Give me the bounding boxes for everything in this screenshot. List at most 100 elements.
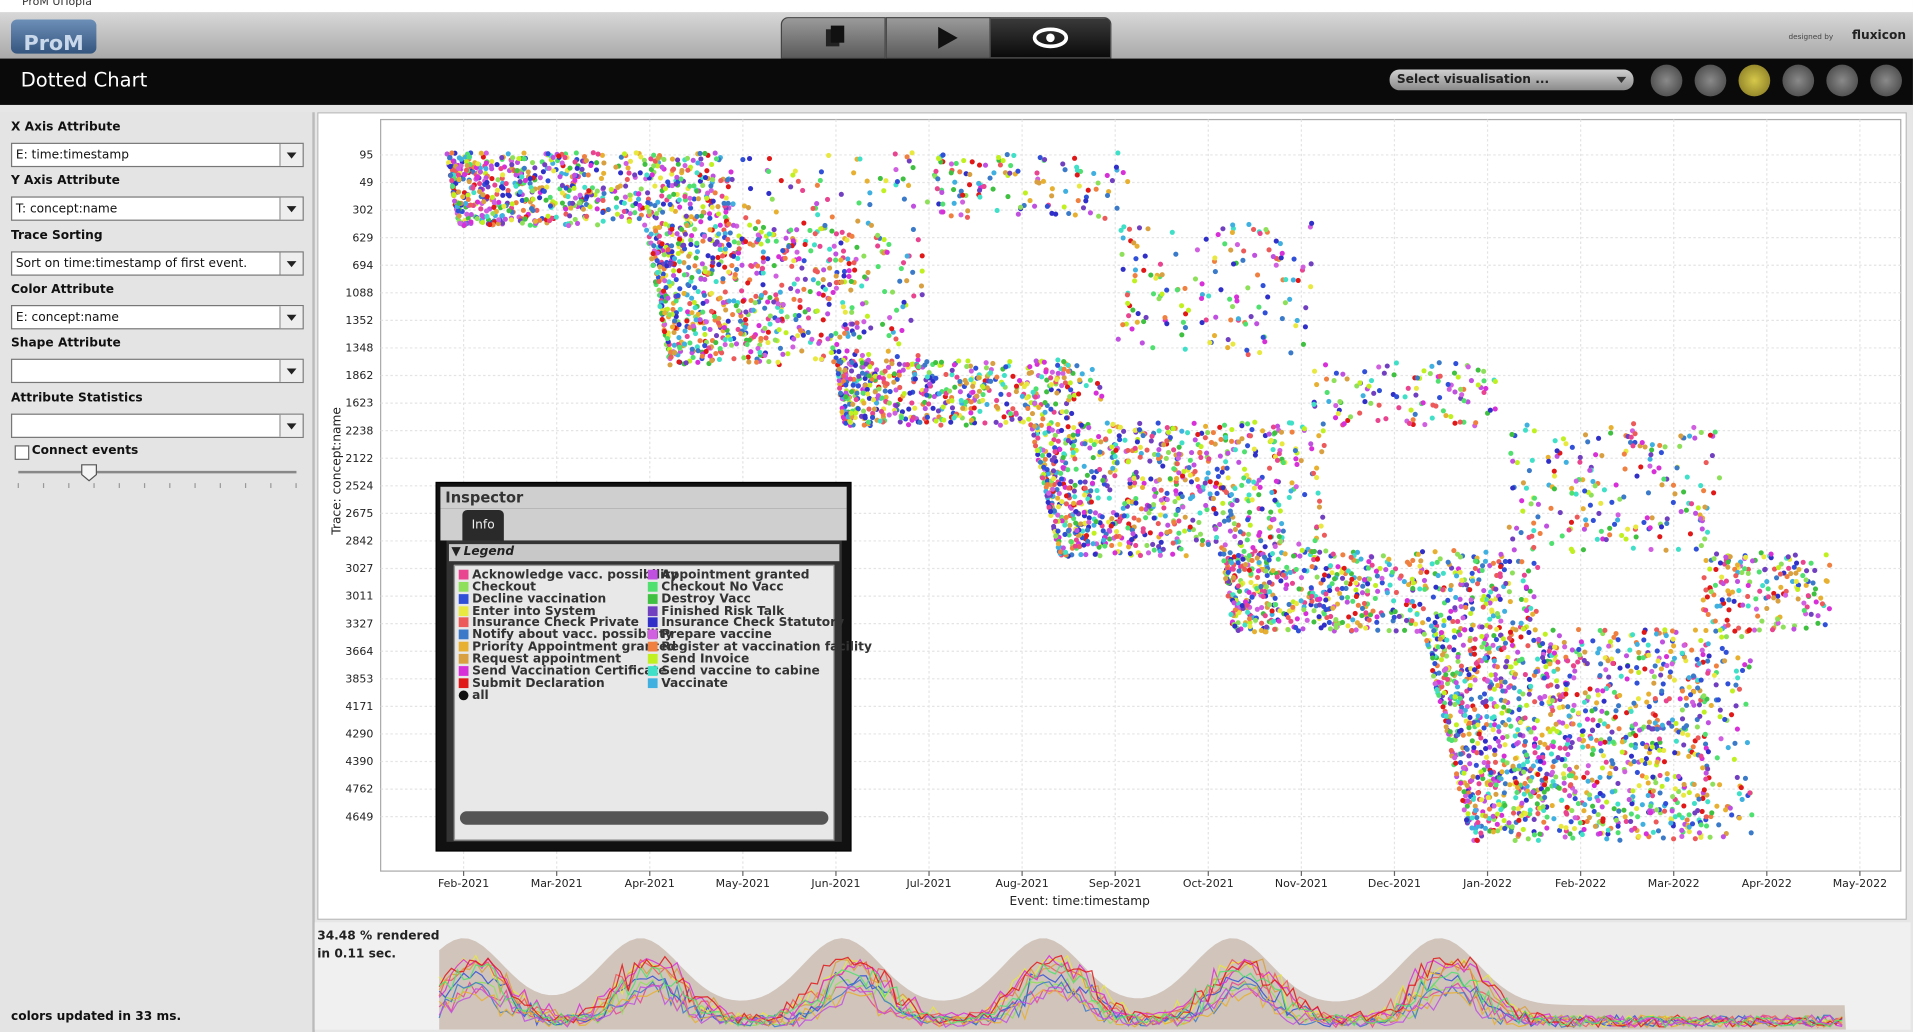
event-dot [1298,457,1304,464]
event-dot [693,317,699,323]
event-dot [1236,610,1242,616]
event-dot [1384,363,1390,369]
event-dot [1010,406,1016,412]
event-dot [847,418,853,424]
event-dot [1785,554,1791,560]
event-dot [600,185,606,191]
event-dot [1198,454,1204,460]
event-dot [719,350,725,356]
event-dot [668,354,674,360]
event-dot [1375,588,1381,594]
views-tab[interactable] [989,17,1112,59]
event-dot [1615,648,1621,654]
workspace-tab[interactable] [780,17,886,59]
event-dot [1148,438,1154,444]
event-dot [794,227,800,233]
event-dot [801,258,807,264]
play-button[interactable] [1782,64,1815,97]
event-dot [500,185,506,191]
event-dot [831,359,837,365]
event-dot [727,230,733,236]
event-dot [1107,536,1113,542]
event-dot [839,229,845,235]
event-dot [556,153,562,159]
color-button[interactable] [1694,64,1727,97]
export-button[interactable] [1826,64,1859,97]
reset-button[interactable] [1650,64,1683,97]
dropdown[interactable]: E: time:timestamp [10,142,304,168]
event-dot [1497,573,1503,580]
event-dot [1507,558,1513,565]
event-dot [1096,213,1102,219]
event-dot [678,176,684,182]
event-dot [632,210,638,216]
event-dot [688,205,694,211]
dropdown[interactable] [10,358,304,384]
logo[interactable]: ProM [10,19,97,56]
event-dot [817,177,823,183]
event-dot [874,367,880,373]
event-dot [1165,449,1172,456]
event-dot [1106,495,1112,501]
event-dot [886,412,892,418]
dropdown-arrow[interactable] [279,360,303,383]
event-dot [1266,247,1272,253]
dropdown[interactable]: E: concept:name [10,304,304,330]
event-dot [698,276,704,282]
dropdown-arrow[interactable] [279,252,303,275]
layout-button[interactable] [1870,64,1902,97]
event-dot [447,155,453,161]
event-dot [1455,658,1461,664]
event-dot [1467,587,1473,593]
y-tick-label: 4390 [345,755,373,768]
event-dot [618,154,624,160]
favorite-button[interactable] [1738,64,1771,97]
event-dot [1120,169,1126,176]
event-dot [1245,478,1251,484]
event-dot [1276,533,1282,540]
event-dot [682,162,688,169]
actions-tab[interactable] [885,17,991,59]
slider[interactable] [15,464,300,493]
event-dot [1271,516,1277,522]
event-dot [1647,456,1653,462]
event-dot [455,208,461,214]
event-dot [1695,505,1701,511]
event-dot [1285,627,1291,633]
dropdown-arrow[interactable] [279,198,303,220]
event-dot [750,307,756,313]
event-dot [825,336,831,342]
event-dot [1727,554,1733,560]
event-dot [1563,686,1569,692]
event-dot [1343,585,1349,591]
event-dot [742,316,749,323]
dropdown[interactable]: Sort on time:timestamp of first event. [10,250,304,276]
event-dot [1420,400,1426,406]
dropdown[interactable] [10,412,304,438]
event-dot [1044,467,1050,473]
event-dot [1034,447,1040,453]
dropdown-arrow[interactable] [279,143,303,166]
event-dot [1421,577,1428,584]
event-dot [1375,627,1381,633]
event-dot [664,335,671,342]
event-dot [758,241,764,247]
dropdown-arrow[interactable] [279,306,303,329]
event-dot [1028,369,1035,376]
dropdown[interactable]: T: concept:name [10,196,304,222]
checkbox[interactable] [14,445,30,460]
event-dot [1379,580,1385,586]
event-dot [1144,542,1150,549]
event-dot [532,218,539,224]
event-dot [1498,618,1504,624]
event-dot [1672,491,1678,497]
event-dot [1182,346,1188,352]
event-dot [655,274,661,280]
event-dot [1300,341,1307,347]
event-dot [720,299,726,306]
event-dot [1120,266,1126,272]
event-dot [1692,627,1698,633]
event-dot [990,186,996,192]
dropdown-arrow[interactable] [279,414,303,437]
visualisation-select[interactable]: Select visualisation ... [1389,69,1634,91]
